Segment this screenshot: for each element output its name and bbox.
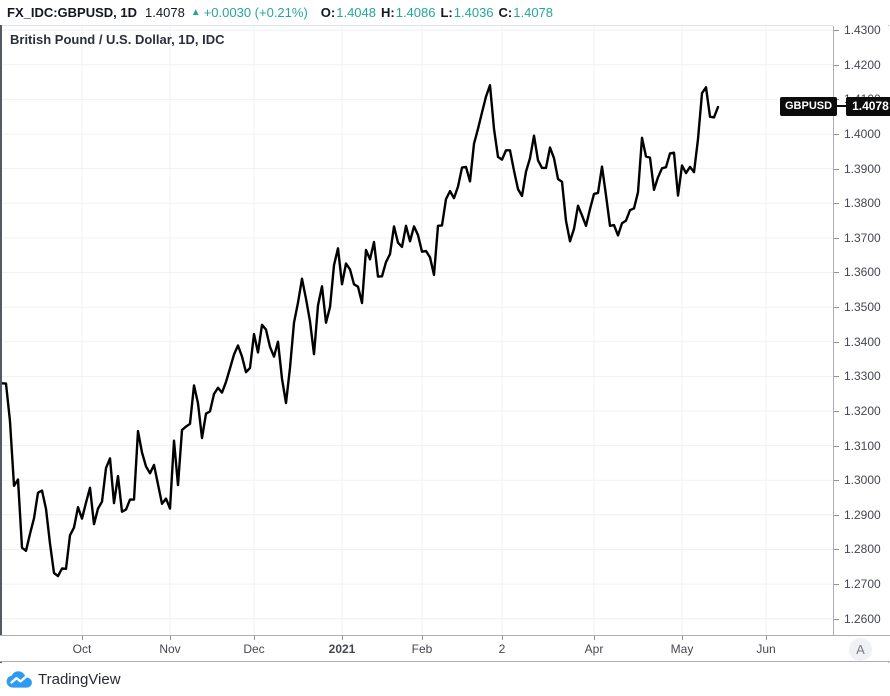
time-axis-tick — [502, 636, 503, 640]
price-axis-tick — [834, 410, 839, 412]
time-axis-label: Nov — [159, 642, 181, 656]
high-value: 1.4086 — [395, 5, 436, 20]
chart-left-border — [0, 25, 2, 663]
price-axis-tick — [834, 549, 839, 551]
price-axis-tick — [834, 618, 839, 620]
price-axis-tick — [834, 272, 839, 274]
last-price-label-dash — [837, 105, 847, 107]
price-axis-label: 1.3500 — [844, 300, 881, 315]
high-label: H: — [381, 5, 395, 20]
time-axis-tick — [594, 636, 595, 640]
price-axis-tick — [834, 514, 839, 516]
time-axis-label: Jun — [756, 642, 776, 656]
low-value: 1.4036 — [453, 5, 494, 20]
price-axis-tick — [834, 445, 839, 447]
tradingview-wordmark[interactable]: TradingView — [38, 671, 121, 688]
time-axis-label: 2021 — [328, 642, 356, 656]
close-value: 1.4078 — [513, 5, 554, 20]
price-axis-label: 1.4200 — [844, 57, 881, 72]
time-axis-tick — [682, 636, 683, 640]
time-axis-label: Oct — [72, 642, 92, 656]
price-scale-axis[interactable]: 1.2600 1.2700 1.2800 1.2900 1.3000 1.3100 1.32… — [833, 23, 890, 635]
time-axis-tick — [82, 636, 83, 640]
price-axis-label: 1.3700 — [844, 230, 881, 245]
last-price-label: GBPUSD 1.4078 — [780, 96, 890, 116]
price-axis-label: 1.2700 — [844, 577, 881, 592]
symbol-interval-text[interactable]: FX_IDC:GBPUSD, 1D — [7, 5, 138, 20]
price-axis-label: 1.3800 — [844, 196, 881, 211]
close-label: C: — [498, 5, 513, 20]
price-axis-tick — [834, 134, 839, 135]
time-axis-tick — [254, 636, 255, 640]
price-axis-tick — [834, 307, 839, 309]
time-axis-tick — [422, 636, 423, 640]
footer-bar: TradingView — [0, 663, 890, 696]
time-axis-label: Apr — [584, 642, 604, 656]
price-axis-tick — [834, 376, 839, 378]
time-axis-tick — [170, 636, 171, 640]
price-axis-label: 1.2800 — [844, 542, 881, 557]
change-value: +0.0030 (+0.21%) — [203, 5, 308, 20]
price-axis-label: 1.3100 — [844, 438, 881, 453]
open-label: O: — [320, 5, 336, 20]
chart-plot-area[interactable] — [0, 25, 833, 636]
price-axis-label: 1.3600 — [844, 265, 881, 280]
price-axis-label: 1.3400 — [844, 334, 881, 349]
tradingview-logo-icon[interactable] — [6, 671, 33, 688]
price-axis-label: 1.2600 — [844, 611, 881, 626]
change-up-arrow-icon: ▲ — [190, 7, 201, 18]
price-axis-tick — [834, 480, 839, 482]
price-axis-tick — [834, 341, 839, 343]
auto-scale-button[interactable]: A — [849, 638, 872, 661]
price-axis-label: 1.3900 — [844, 161, 881, 176]
price-axis-tick — [834, 237, 839, 239]
time-axis-tick — [766, 636, 767, 640]
last-price-value: 1.4078 — [145, 5, 185, 20]
price-axis-label: 1.4300 — [844, 23, 881, 38]
price-axis-tick — [834, 584, 839, 586]
price-axis-tick — [834, 168, 839, 170]
time-axis-label: Feb — [411, 642, 433, 656]
low-label: L: — [440, 5, 453, 20]
time-axis-label: Dec — [243, 642, 265, 656]
open-value: 1.4048 — [336, 5, 376, 20]
price-axis-label: 1.3300 — [844, 369, 881, 384]
time-axis-tick — [342, 636, 343, 640]
time-axis-label: May — [670, 642, 694, 656]
price-axis-tick — [834, 64, 839, 66]
price-axis-label: 1.3200 — [844, 403, 881, 418]
ohlc-topbar: FX_IDC:GBPUSD, 1D 1.4078 ▲ +0.0030 (+0.2… — [0, 0, 890, 25]
price-axis-tick — [834, 203, 839, 205]
price-axis-label: 1.3000 — [844, 473, 881, 488]
price-axis-label: 1.2900 — [844, 507, 881, 522]
chart-legend-title[interactable]: British Pound / U.S. Dollar, 1D, IDC — [10, 32, 225, 47]
last-price-label-symbol: GBPUSD — [780, 96, 838, 116]
price-axis-tick — [834, 30, 839, 32]
price-line-chart[interactable] — [0, 26, 833, 636]
time-scale-axis[interactable]: Oct Nov Dec 2021 Feb 2 Apr May Jun — [0, 635, 890, 662]
last-price-label-value: 1.4078 — [846, 96, 890, 116]
price-axis-label: 1.4000 — [844, 127, 881, 141]
time-axis-label: 2 — [498, 642, 506, 656]
